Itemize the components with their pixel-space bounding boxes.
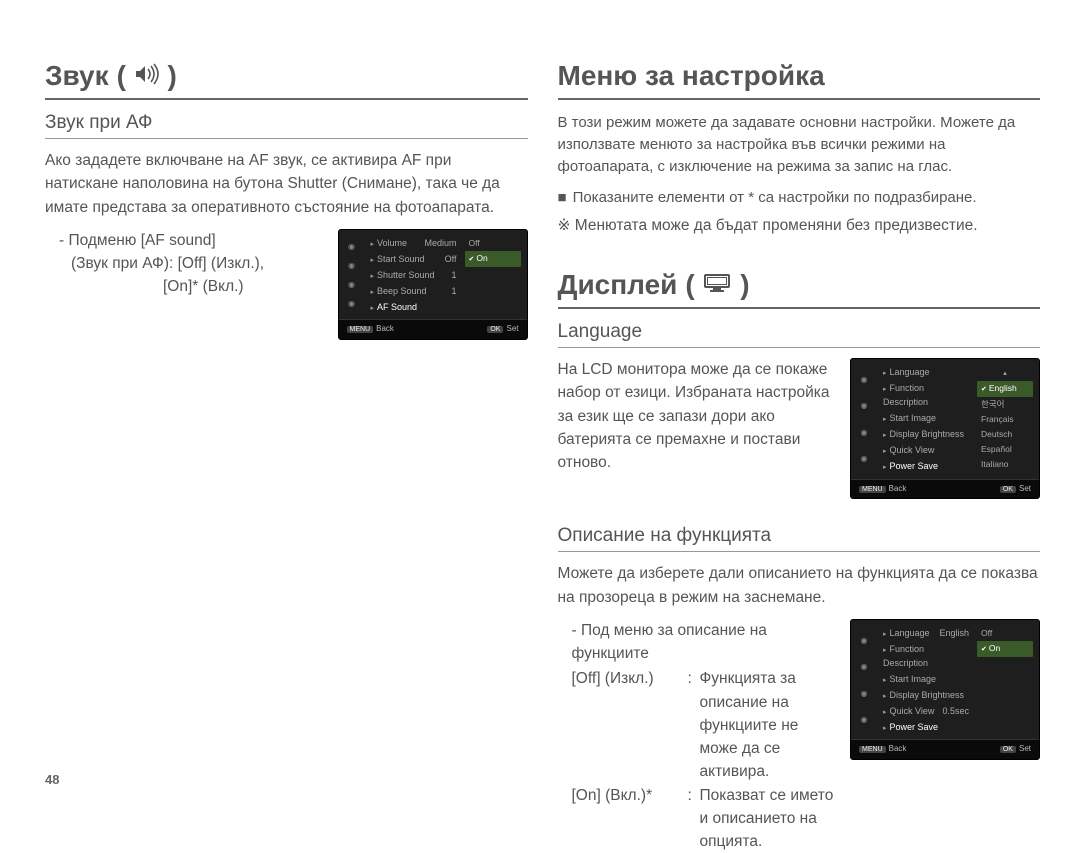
af-sub-line2: (Звук при АФ): [Off] (Изкл.), <box>45 252 324 275</box>
func-desc-on-key: [On] (Вкл.)* <box>558 784 688 853</box>
lcd-menu-item: Language <box>875 365 973 381</box>
func-desc-on-val: Показват се името и описанието на опцият… <box>700 784 837 853</box>
func-desc-off-val: Функцията за описание на функциите не мо… <box>700 667 837 783</box>
func-desc-on-row: [On] (Вкл.)* : Показват се името и описа… <box>558 784 837 853</box>
heading-sound-paren: ( ) <box>117 60 177 92</box>
setup-note: ※ Менютата може да бъдат променяни без п… <box>558 214 1041 237</box>
af-sound-submenu: - Подменю [AF sound] (Звук при АФ): [Off… <box>45 229 324 299</box>
lcd-option: On <box>977 641 1033 657</box>
lcd-option: Deutsch <box>977 427 1033 442</box>
lcd-back-button: MENUBack <box>859 743 906 756</box>
af-sound-row: - Подменю [AF sound] (Звук при АФ): [Off… <box>45 229 528 341</box>
func-desc-deflist: [Off] (Изкл.) : Функцията за описание на… <box>558 667 837 853</box>
heading-sound-text: Звук <box>45 60 109 92</box>
lcd-option: Off <box>465 236 521 251</box>
language-row: На LCD монитора може да се покаже набор … <box>558 358 1041 499</box>
speaker-icon <box>134 63 160 85</box>
heading-sound: Звук ( ) <box>45 60 528 100</box>
lcd-option: On <box>465 251 521 267</box>
lcd-back-button: MENUBack <box>347 323 394 336</box>
lcd-set-button: OKSet <box>1000 743 1031 756</box>
language-para: На LCD монитора може да се покаже набор … <box>558 358 837 474</box>
heading-display-paren: ( ) <box>685 269 749 301</box>
lcd-set-button: OKSet <box>1000 483 1031 496</box>
lcd-option: Off <box>977 626 1033 641</box>
heading-display-text: Дисплей <box>558 269 678 301</box>
subheading-language: Language <box>558 321 1041 348</box>
func-desc-para: Можете да изберете дали описанието на фу… <box>558 562 1041 609</box>
func-desc-row: - Под меню за описание на функциите [Off… <box>558 619 1041 853</box>
func-desc-list: - Под меню за описание на функциите [Off… <box>558 619 837 853</box>
func-desc-sub: - Под меню за описание на функциите <box>558 619 837 666</box>
page-layout: Звук ( ) Звук при АФ Ако зададете включв… <box>45 60 1040 853</box>
lcd-menu-item: Start Image <box>875 672 973 688</box>
bullet-marker: ■ <box>558 187 567 210</box>
lcd-option: Français <box>977 412 1033 427</box>
left-column: Звук ( ) Звук при АФ Ако зададете включв… <box>45 60 528 853</box>
lcd-menu-item: Display Brightness <box>875 688 973 704</box>
af-sub-line3: [On]* (Вкл.) <box>45 275 324 298</box>
lcd-option: Italiano <box>977 457 1033 472</box>
func-desc-off-row: [Off] (Изкл.) : Функцията за описание на… <box>558 667 837 783</box>
lcd-menu-item: Display Brightness <box>875 427 973 443</box>
heading-display: Дисплей ( ) <box>558 269 1041 309</box>
lcd-menu-item: Function Description <box>875 642 973 672</box>
subheading-func-desc: Описание на функцията <box>558 525 1041 552</box>
lcd-language: ◉◉◉◉LanguageFunction DescriptionStart Im… <box>850 358 1040 499</box>
setup-intro: В този режим можете да задавате основни … <box>558 112 1041 177</box>
lcd-option: Español <box>977 442 1033 457</box>
af-sub-line1: - Подменю [AF sound] <box>45 229 324 252</box>
lcd-menu-item: Start SoundOff <box>363 252 461 268</box>
page-number: 48 <box>45 772 59 787</box>
lcd-func-desc: ◉◉◉◉LanguageEnglishFunction DescriptionS… <box>850 619 1040 760</box>
right-column: Меню за настройка В този режим можете да… <box>558 60 1041 853</box>
setup-bullet: ■ Показаните елементи от * са настройки … <box>558 187 1041 210</box>
setup-bullet-text: Показаните елементи от * са настройки по… <box>573 187 977 210</box>
lcd-option: 한국어 <box>977 397 1033 412</box>
lcd-back-button: MENUBack <box>859 483 906 496</box>
monitor-icon <box>702 272 732 294</box>
lcd-menu-item: Quick View <box>875 443 973 459</box>
lcd-menu-item: Power Save <box>875 720 973 736</box>
lcd-menu-item: AF Sound <box>363 300 461 316</box>
lcd-menu-item: Quick View0.5sec <box>875 704 973 720</box>
lcd-set-button: OKSet <box>487 323 518 336</box>
subheading-af-sound: Звук при АФ <box>45 112 528 139</box>
lcd-menu-item: Start Image <box>875 411 973 427</box>
af-sound-para: Ако зададете включване на AF звук, се ак… <box>45 149 528 219</box>
lcd-menu-item: Function Description <box>875 381 973 411</box>
lcd-menu-item: Shutter Sound1 <box>363 268 461 284</box>
lcd-menu-item: Beep Sound1 <box>363 284 461 300</box>
lcd-option: English <box>977 381 1033 397</box>
func-desc-off-key: [Off] (Изкл.) <box>558 667 688 783</box>
lcd-af-sound: ◉◉◉◉VolumeMediumStart SoundOffShutter So… <box>338 229 528 341</box>
lcd-menu-item: Power Save <box>875 459 973 475</box>
lcd-menu-item: LanguageEnglish <box>875 626 973 642</box>
heading-setup-menu: Меню за настройка <box>558 60 1041 100</box>
lcd-menu-item: VolumeMedium <box>363 236 461 252</box>
